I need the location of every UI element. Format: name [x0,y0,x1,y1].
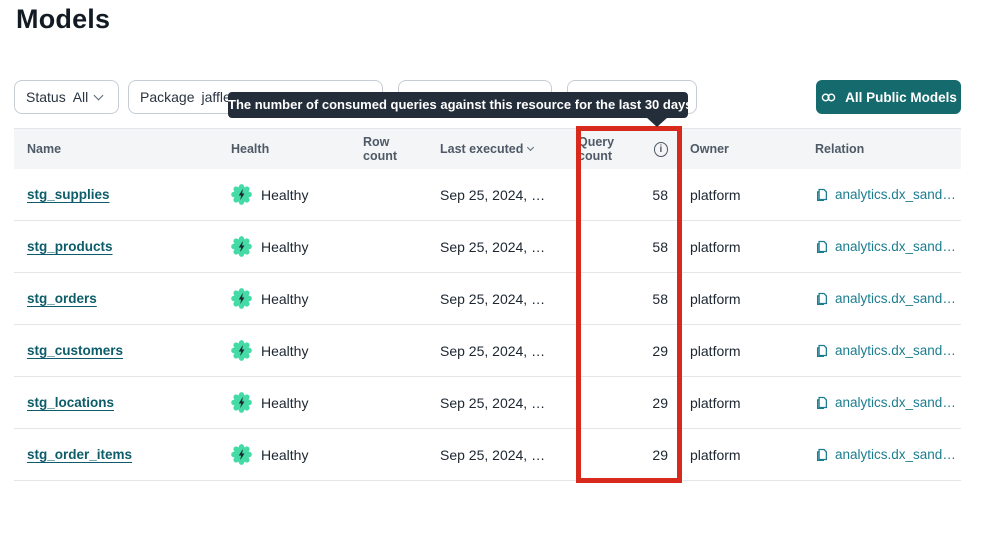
query-count-cell: 29 [652,342,668,359]
all-public-models-button[interactable]: All Public Models [816,80,961,114]
health-label: Healthy [261,342,309,359]
model-name-link[interactable]: stg_supplies [27,187,110,202]
document-icon [815,187,829,202]
last-executed-cell: Sep 25, 2024, … [440,342,546,359]
last-executed-cell: Sep 25, 2024, … [440,446,546,463]
query-count-cell: 58 [652,290,668,307]
table-row: stg_customers Healthy Sep 25, 2024, … 29 pla… [14,325,961,377]
info-icon[interactable]: i [653,141,668,157]
table-row: stg_products Healthy Sep 25, 2024, … 58 plat… [14,221,961,273]
owner-cell: platform [690,446,741,463]
table-header-row: Name Health Row count Last executed Quer… [14,129,961,169]
query-count-cell: 29 [652,446,668,463]
document-icon [815,447,829,462]
column-header-name: Name [27,142,62,156]
health-lightning-icon [231,236,252,257]
health-lightning-icon [231,340,252,361]
health-label: Healthy [261,394,309,411]
relation-link[interactable]: analytics.dx_sand… [815,291,955,306]
health-label: Healthy [261,186,309,203]
health-status: Healthy [231,288,308,309]
health-lightning-icon [231,184,252,205]
last-executed-label: Last executed [440,142,524,156]
health-status: Healthy [231,340,308,361]
query-count-cell: 58 [652,238,668,255]
status-filter-dropdown[interactable]: Status All [14,80,119,114]
page-title: Models [16,4,111,34]
table-row: stg_orders Healthy Sep 25, 2024, … 58 platfo… [14,273,961,325]
health-status: Healthy [231,184,308,205]
owner-cell: platform [690,290,741,307]
health-status: Healthy [231,392,308,413]
document-icon [815,291,829,306]
table-row: stg_supplies Healthy Sep 25, 2024, … 58 plat… [14,169,961,221]
query-count-tooltip: The number of consumed queries against t… [228,92,693,127]
model-name-link[interactable]: stg_order_items [27,447,133,462]
status-filter-label: Status [26,89,66,105]
tooltip-arrow [646,117,668,127]
owner-cell: platform [690,186,741,203]
health-status: Healthy [231,236,308,257]
last-executed-cell: Sep 25, 2024, … [440,290,546,307]
query-count-label: Query count [578,135,615,163]
last-executed-cell: Sep 25, 2024, … [440,394,546,411]
table-row: stg_order_items Healthy Sep 25, 2024, … 29 p… [14,429,961,481]
document-icon [815,343,829,358]
document-icon [815,395,829,410]
model-name-link[interactable]: stg_orders [27,291,97,306]
relation-link[interactable]: analytics.dx_sand… [815,343,955,358]
health-lightning-icon [231,288,252,309]
table-row: stg_locations Healthy Sep 25, 2024, … 29 pla… [14,377,961,429]
last-executed-cell: Sep 25, 2024, … [440,238,546,255]
column-header-health: Health [231,142,270,156]
relation-link[interactable]: analytics.dx_sand… [815,187,955,202]
health-lightning-icon [231,444,252,465]
last-executed-cell: Sep 25, 2024, … [440,186,546,203]
health-lightning-icon [231,392,252,413]
model-name-link[interactable]: stg_customers [27,343,124,358]
column-header-owner: Owner [690,142,729,156]
query-count-cell: 58 [652,186,668,203]
health-label: Healthy [261,290,309,307]
model-name-link[interactable]: stg_locations [27,395,115,410]
status-filter-value: All [72,89,89,105]
document-icon [815,239,829,254]
models-table: Name Health Row count Last executed Quer… [14,128,961,481]
column-header-last-executed[interactable]: Last executed [440,142,578,156]
link-icon [820,90,837,105]
model-name-link[interactable]: stg_products [27,239,113,254]
column-header-relation: Relation [815,142,865,156]
owner-cell: platform [690,238,741,255]
owner-cell: platform [690,394,741,411]
relation-link[interactable]: analytics.dx_sand… [815,239,955,254]
health-label: Healthy [261,446,309,463]
relation-link[interactable]: analytics.dx_sand… [815,395,955,410]
relation-link[interactable]: analytics.dx_sand… [815,447,955,462]
chevron-down-icon [527,143,535,152]
health-label: Healthy [261,238,309,255]
column-header-query-count: Query count i [578,135,678,163]
package-filter-label: Package [140,89,195,105]
chevron-down-icon [93,90,104,101]
tooltip-text: The number of consumed queries against t… [228,97,693,112]
health-status: Healthy [231,444,308,465]
column-header-row-count: Row count [363,135,398,163]
query-count-cell: 29 [652,394,668,411]
owner-cell: platform [690,342,741,359]
all-public-models-label: All Public Models [845,89,957,105]
